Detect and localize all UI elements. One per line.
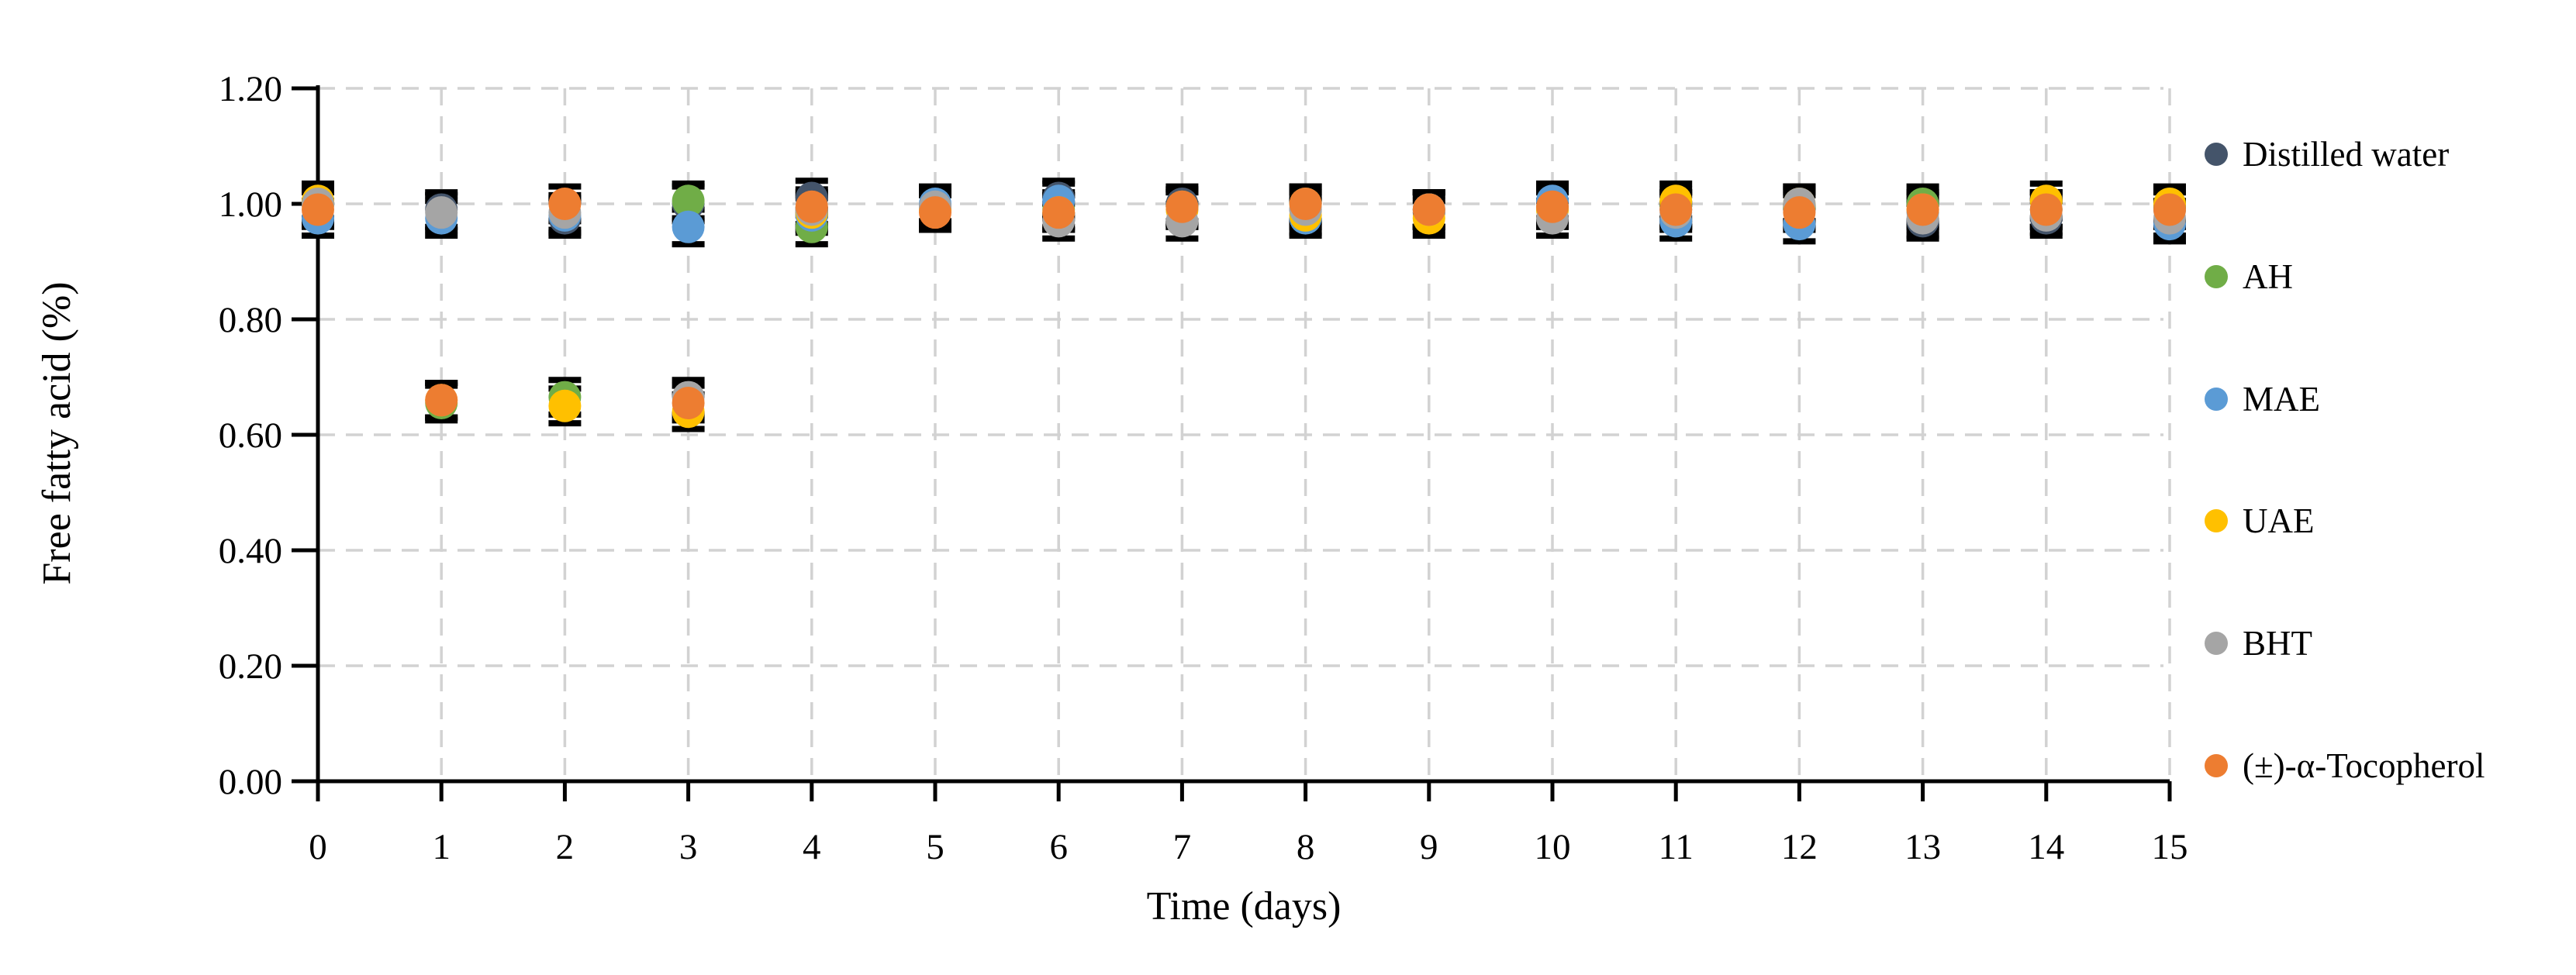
legend-item-label: Distilled water	[2243, 135, 2449, 174]
x-tick-label: 12	[1781, 827, 1818, 867]
data-points	[302, 181, 2186, 429]
x-tick-label: 6	[1049, 827, 1068, 867]
x-tick-label: 11	[1659, 827, 1694, 867]
legend-marker	[2205, 388, 2228, 411]
legend-item-label: MAE	[2243, 380, 2320, 419]
x-tick-label: 0	[309, 827, 327, 867]
legend: Distilled water AH MAE UAE BHT (±)-α-Tocopher…	[2205, 135, 2485, 785]
data-point--tocopherol	[2029, 193, 2063, 226]
tick-labels: 0.000.200.400.600.801.001.200 1 2 3 4 5 6 7 8 9 10…	[219, 69, 2188, 867]
y-tick-label: 1.00	[219, 184, 282, 225]
legend-marker	[2205, 143, 2228, 166]
y-tick-label: 0.60	[219, 415, 282, 456]
data-point-bht	[425, 196, 458, 229]
y-tick-label: 0.40	[219, 531, 282, 571]
data-point--tocopherol	[548, 188, 582, 220]
data-point--tocopherol	[1659, 193, 1693, 226]
legend-item: AH	[2205, 257, 2293, 296]
legend-marker	[2205, 509, 2228, 532]
x-axis-title: Time (days)	[1147, 884, 1342, 928]
data-point--tocopherol	[425, 384, 458, 417]
y-tick-label: 0.20	[219, 646, 282, 687]
data-point--tocopherol	[795, 190, 828, 223]
legend-item: MAE	[2205, 380, 2320, 419]
data-point-mae	[672, 210, 705, 243]
data-point--tocopherol	[1042, 196, 1076, 229]
x-tick-label: 15	[2152, 827, 2188, 867]
x-tick-label: 4	[803, 827, 821, 867]
data-point-ah	[672, 184, 705, 218]
x-tick-label: 8	[1297, 827, 1315, 867]
legend-item-label: AH	[2243, 257, 2293, 296]
legend-item: Distilled water	[2205, 135, 2449, 174]
legend-item-label: BHT	[2243, 624, 2312, 663]
legend-item: UAE	[2205, 501, 2314, 540]
data-point--tocopherol	[672, 387, 705, 420]
legend-marker	[2205, 632, 2228, 655]
x-tick-label: 14	[2028, 827, 2064, 867]
legend-item: BHT	[2205, 624, 2312, 663]
legend-item-label: (±)-α-Tocopherol	[2243, 746, 2485, 785]
y-tick-label: 0.80	[219, 300, 282, 340]
x-tick-label: 7	[1173, 827, 1192, 867]
y-axis-title: Free fatty acid (%)	[35, 281, 79, 584]
error-bars	[302, 177, 2186, 432]
data-point--tocopherol	[302, 193, 334, 226]
data-point--tocopherol	[1412, 193, 1445, 226]
x-tick-label: 2	[556, 827, 575, 867]
data-point--tocopherol	[1536, 190, 1569, 223]
legend-item-label: UAE	[2243, 501, 2314, 540]
data-point--tocopherol	[1906, 193, 1939, 226]
legend-marker	[2205, 265, 2228, 288]
x-tick-label: 1	[432, 827, 451, 867]
data-point--tocopherol	[1783, 196, 1816, 229]
x-tick-label: 10	[1535, 827, 1571, 867]
data-point--tocopherol	[919, 196, 951, 229]
legend-item: (±)-α-Tocopherol	[2205, 746, 2485, 785]
x-tick-label: 13	[1904, 827, 1941, 867]
y-tick-label: 0.00	[219, 762, 282, 802]
data-point-uae	[548, 389, 582, 422]
x-tick-label: 5	[926, 827, 944, 867]
x-tick-label: 3	[679, 827, 698, 867]
legend-marker	[2205, 754, 2228, 777]
y-tick-label: 1.20	[219, 69, 282, 109]
data-point--tocopherol	[2153, 193, 2186, 226]
data-point--tocopherol	[1289, 188, 1322, 220]
x-tick-label: 9	[1420, 827, 1438, 867]
data-point--tocopherol	[1165, 190, 1199, 223]
gridlines	[318, 87, 2171, 781]
